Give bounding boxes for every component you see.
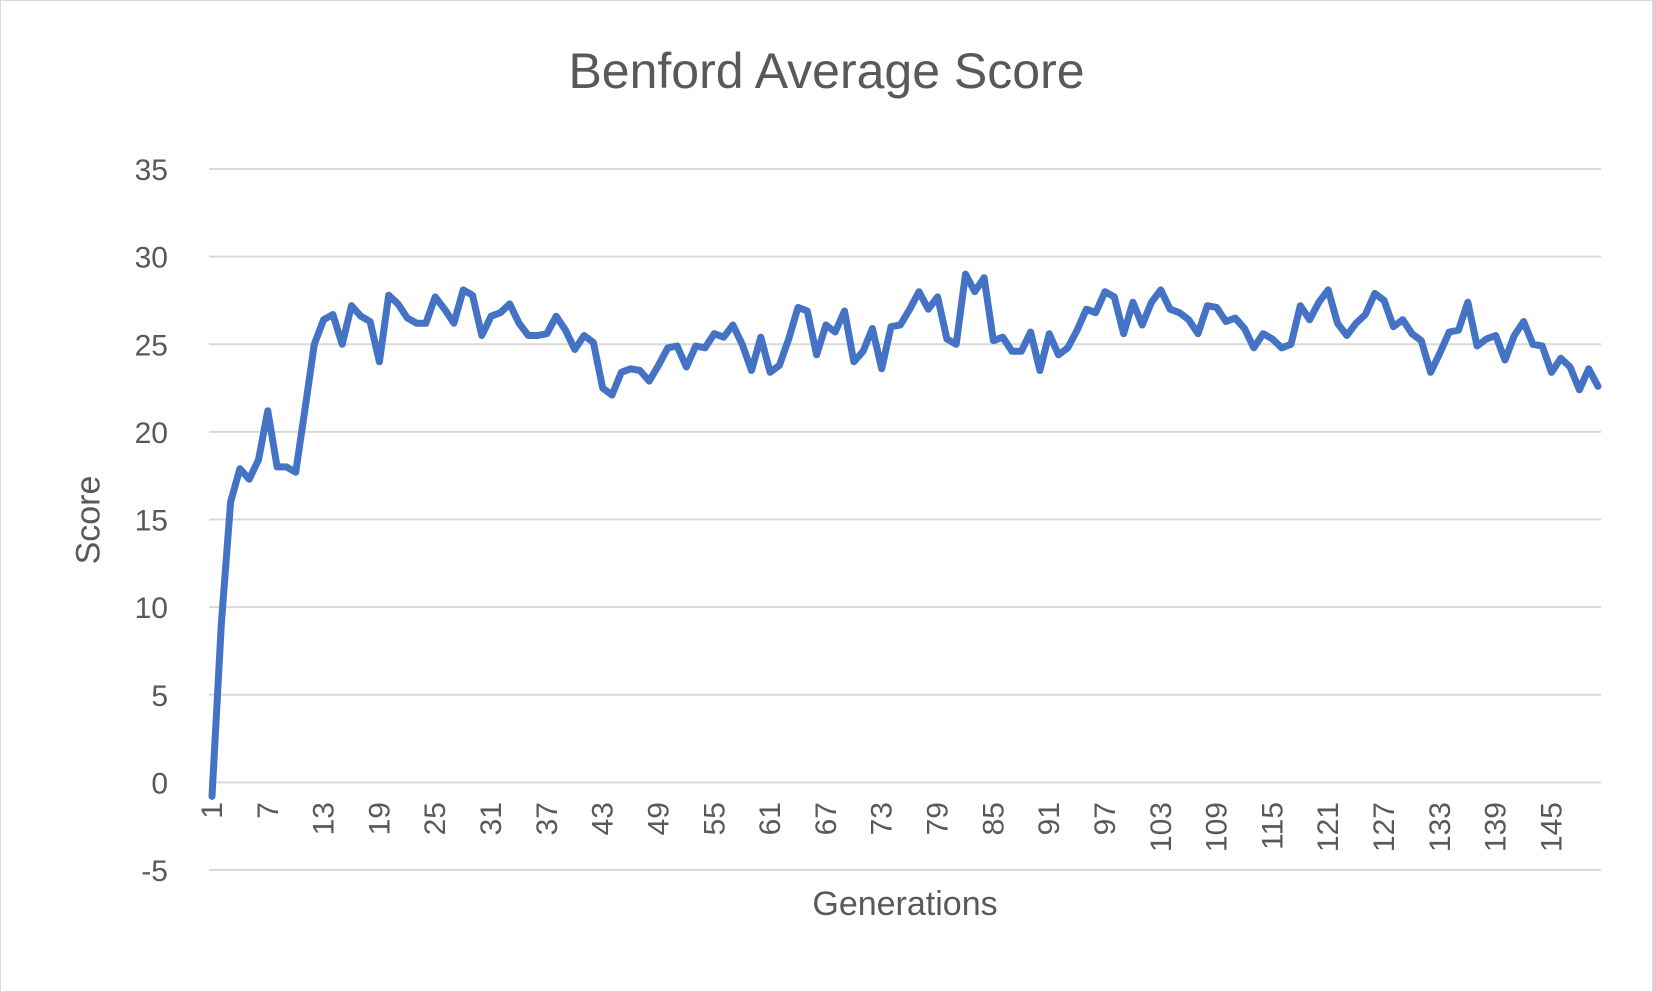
x-tick-label: 85 [977,802,1010,835]
y-tick-label: 25 [135,329,168,362]
x-tick-label: 31 [475,802,508,835]
x-tick-label: 103 [1145,802,1178,852]
x-tick-label: 79 [922,802,955,835]
x-tick-label: 145 [1535,802,1568,852]
x-tick-label: 73 [866,802,899,835]
x-tick-label: 97 [1089,802,1122,835]
y-tick-label: 30 [135,242,168,275]
x-tick-label: 55 [698,802,731,835]
x-tick-label: 43 [587,802,620,835]
x-tick-label: 1 [196,802,229,819]
x-tick-label: 61 [754,802,787,835]
y-tick-label: 35 [135,154,168,187]
x-tick-label: 25 [419,802,452,835]
x-tick-label: 91 [1033,802,1066,835]
x-tick-label: 7 [252,802,285,819]
x-tick-label: 127 [1368,802,1401,852]
chart-title: Benford Average Score [568,43,1085,99]
x-tick-label: 49 [642,802,675,835]
x-tick-label: 37 [531,802,564,835]
x-tick-label: 67 [810,802,843,835]
series-line [208,270,1602,800]
y-tick-label: 5 [151,680,168,713]
y-tick-label: -5 [141,855,168,888]
y-tick-label: 0 [151,767,168,800]
x-tick-label: 13 [308,802,341,835]
x-tick-label: 19 [363,802,396,835]
x-tick-label: 115 [1256,802,1289,850]
gridlines [209,168,1601,871]
x-tick-label: 109 [1201,802,1234,852]
series-group [208,270,1602,800]
y-tick-labels: 35 30 25 20 15 10 5 0 -5 [135,154,168,888]
x-tick-label: 133 [1424,802,1457,852]
y-tick-label: 10 [135,592,168,625]
y-tick-label: 15 [135,505,168,538]
x-axis-label: Generations [812,885,998,923]
x-tick-labels: 1 7 13 19 25 31 37 43 49 55 61 67 73 79 85 91 97 103 109 11… [196,802,1568,852]
y-tick-label: 20 [135,417,168,450]
x-tick-label: 121 [1312,802,1345,852]
x-tick-label: 139 [1480,802,1513,852]
